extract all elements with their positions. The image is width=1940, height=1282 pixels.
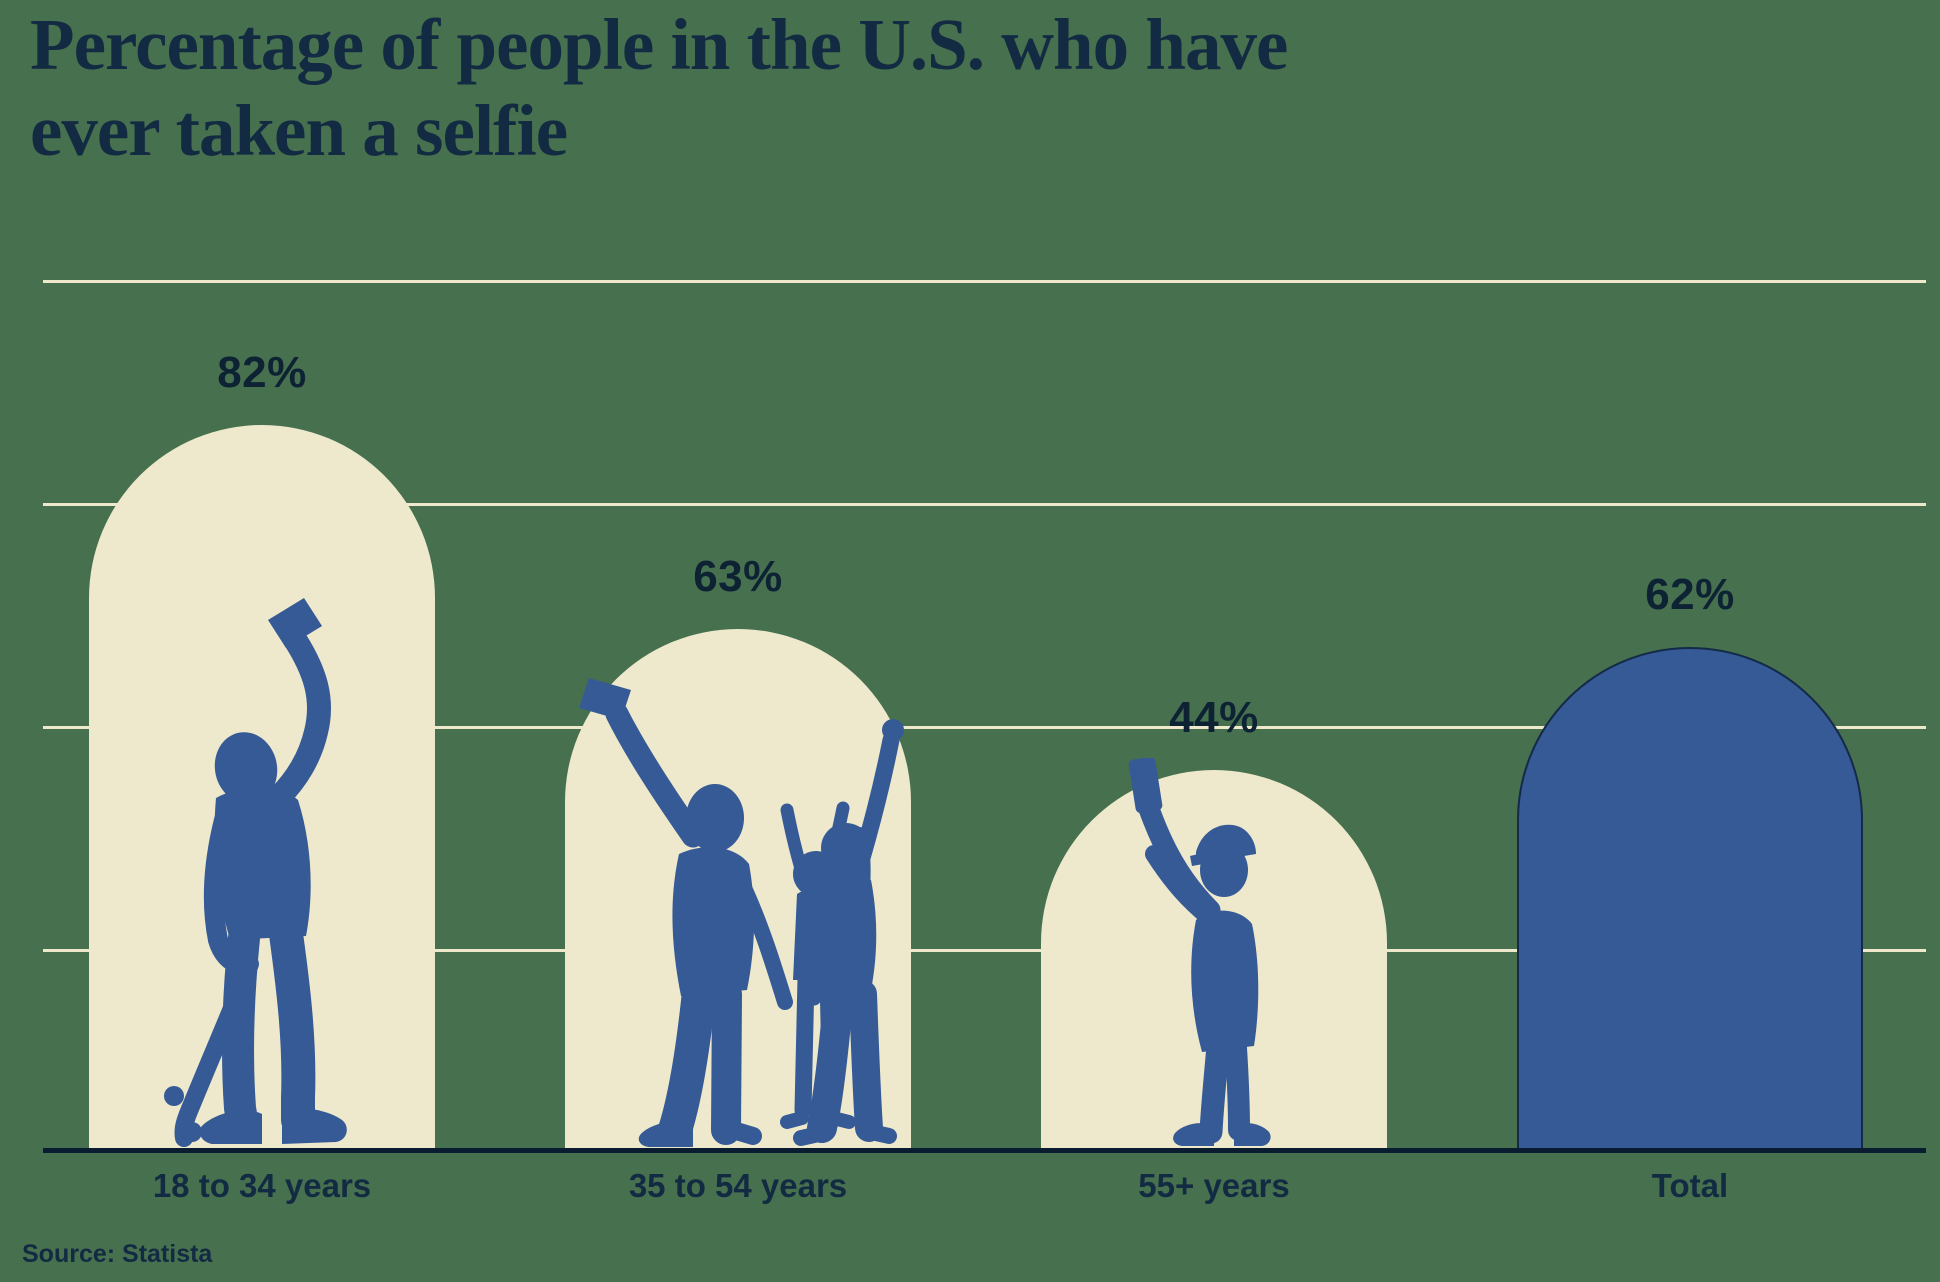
bar-value-label: 63% <box>693 552 783 601</box>
bar-total <box>1517 647 1863 1150</box>
chart-title-line2: ever taken a selfie <box>30 90 568 171</box>
gridline <box>43 949 1926 952</box>
senior-selfie-silhouette <box>1128 758 1271 1146</box>
chart-title-line1: Percentage of people in the U.S. who hav… <box>30 4 1288 85</box>
gridline <box>43 726 1926 729</box>
bar-category-label: 35 to 54 years <box>628 1167 848 1204</box>
bar-value-label: 62% <box>1645 570 1735 619</box>
bar-category-label: Total <box>1651 1167 1729 1204</box>
bar-value-label: 82% <box>217 348 307 397</box>
gridline <box>43 503 1926 506</box>
bar-value-label: 44% <box>1169 693 1259 742</box>
chart-title: Percentage of people in the U.S. who hav… <box>30 2 1288 174</box>
source-note: Source: Statista <box>22 1240 213 1268</box>
bar-category-label: 55+ years <box>1138 1167 1290 1204</box>
bar-category-label: 18 to 34 years <box>152 1167 372 1204</box>
x-axis-baseline <box>43 1148 1926 1153</box>
family-selfie-silhouette <box>579 678 904 1147</box>
young-adult-selfie-skateboard-silhouette <box>164 598 347 1147</box>
gridline <box>43 280 1926 283</box>
bar-group-total: 62% Total <box>1517 573 1863 1204</box>
bar-group-35-54: 63% <box>565 555 911 1204</box>
bar-group-18-34: 82% 18 to 34 years <box>89 351 435 1204</box>
bar-group-55-plus: 44% 55+ years <box>1041 696 1387 1204</box>
